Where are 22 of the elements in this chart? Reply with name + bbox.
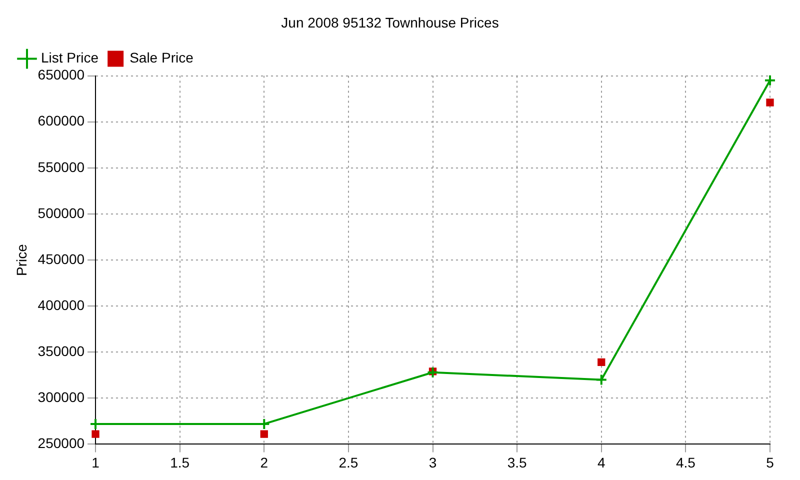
y-tick-label: 500000	[38, 204, 85, 221]
legend-label: Sale Price	[130, 50, 194, 66]
y-tick-label: 650000	[38, 66, 85, 83]
chart-title: Jun 2008 95132 Townhouse Prices	[281, 14, 499, 30]
x-tick-label: 5	[766, 454, 774, 470]
y-tick-label: 550000	[38, 158, 85, 175]
x-tick-label: 1.5	[170, 454, 190, 470]
x-tick-label: 2	[260, 454, 268, 470]
y-tick-label: 350000	[38, 342, 85, 359]
y-tick-label: 600000	[38, 112, 85, 129]
x-tick-label: 2.5	[338, 454, 358, 470]
y-axis-title: Price	[13, 244, 30, 276]
x-tick-label: 3.5	[507, 454, 528, 470]
legend-label: List Price	[41, 50, 99, 66]
y-tick-label: 400000	[38, 296, 85, 313]
x-tick-label: 4.5	[676, 454, 696, 470]
y-tick-label: 450000	[38, 250, 85, 267]
y-tick-label: 300000	[38, 389, 85, 406]
x-tick-label: 1	[92, 454, 100, 470]
x-tick-label: 4	[597, 454, 606, 470]
y-tick-label: 250000	[38, 435, 85, 452]
x-tick-label: 3	[428, 454, 437, 470]
